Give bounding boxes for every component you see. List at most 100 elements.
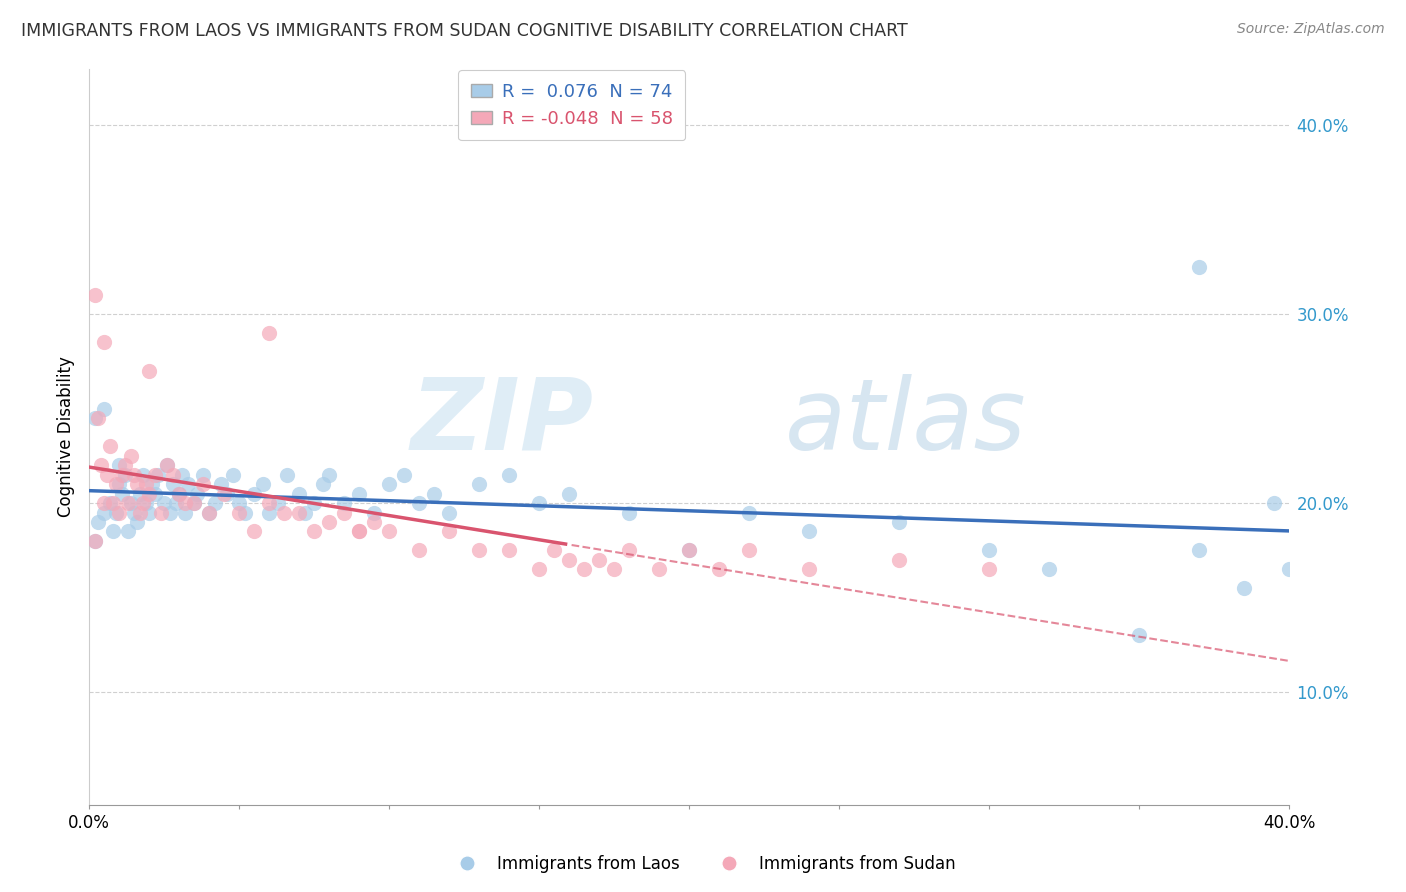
Point [222,467,245,482]
Point [276,467,298,482]
Point [122,506,145,520]
Point [257,326,280,340]
Point [87,515,110,529]
Point [111,467,134,482]
Point [117,496,139,510]
Text: IMMIGRANTS FROM LAOS VS IMMIGRANTS FROM SUDAN COGNITIVE DISABILITY CORRELATION C: IMMIGRANTS FROM LAOS VS IMMIGRANTS FROM … [21,22,908,40]
Point [114,458,136,473]
Point [603,562,626,576]
Point [243,524,266,539]
Point [1128,628,1150,642]
Point [347,524,370,539]
Point [156,458,179,473]
Point [1188,543,1211,558]
Point [108,458,131,473]
Point [979,543,1001,558]
Point [294,506,316,520]
Point [162,477,184,491]
Point [156,458,179,473]
Point [93,401,115,416]
Point [347,524,370,539]
Point [167,486,190,500]
Point [498,543,520,558]
Point [108,477,131,491]
Point [105,477,128,491]
Point [318,467,340,482]
Point [288,486,311,500]
Point [122,467,145,482]
Point [84,288,107,302]
Legend: R =  0.076  N = 74, R = -0.048  N = 58: R = 0.076 N = 74, R = -0.048 N = 58 [458,70,685,140]
Point [498,467,520,482]
Point [153,496,176,510]
Point [172,467,194,482]
Point [257,496,280,510]
Point [138,364,160,378]
Point [165,496,187,510]
Point [141,477,163,491]
Point [408,496,430,510]
Point [378,477,401,491]
Point [167,486,190,500]
Point [889,515,911,529]
Point [288,506,311,520]
Point [678,543,700,558]
Point [101,496,124,510]
Point [93,506,115,520]
Point [228,506,250,520]
Text: Source: ZipAtlas.com: Source: ZipAtlas.com [1237,22,1385,37]
Point [138,506,160,520]
Point [437,506,460,520]
Point [93,496,115,510]
Legend: Immigrants from Laos, Immigrants from Sudan: Immigrants from Laos, Immigrants from Su… [443,848,963,880]
Point [799,562,821,576]
Point [363,506,385,520]
Point [120,449,142,463]
Point [90,458,112,473]
Point [217,486,239,500]
Point [312,477,335,491]
Point [648,562,671,576]
Point [209,477,232,491]
Point [117,524,139,539]
Point [183,496,205,510]
Point [333,506,356,520]
Point [392,467,415,482]
Point [347,486,370,500]
Point [191,477,214,491]
Point [273,506,295,520]
Point [709,562,731,576]
Point [318,515,340,529]
Point [162,467,184,482]
Point [619,506,641,520]
Point [84,533,107,548]
Point [120,496,142,510]
Point [135,477,157,491]
Point [93,335,115,350]
Text: ZIP: ZIP [411,374,593,471]
Point [204,496,226,510]
Point [302,524,325,539]
Point [183,496,205,510]
Point [889,553,911,567]
Point [105,506,128,520]
Point [1233,581,1256,595]
Point [1278,562,1301,576]
Point [96,467,118,482]
Point [423,486,446,500]
Y-axis label: Cognitive Disability: Cognitive Disability [58,357,75,517]
Point [738,543,761,558]
Point [558,486,581,500]
Point [468,543,491,558]
Point [135,496,157,510]
Point [87,411,110,425]
Point [228,496,250,510]
Point [979,562,1001,576]
Point [1188,260,1211,274]
Point [408,543,430,558]
Point [174,506,197,520]
Point [302,496,325,510]
Point [252,477,274,491]
Point [799,524,821,539]
Point [111,486,134,500]
